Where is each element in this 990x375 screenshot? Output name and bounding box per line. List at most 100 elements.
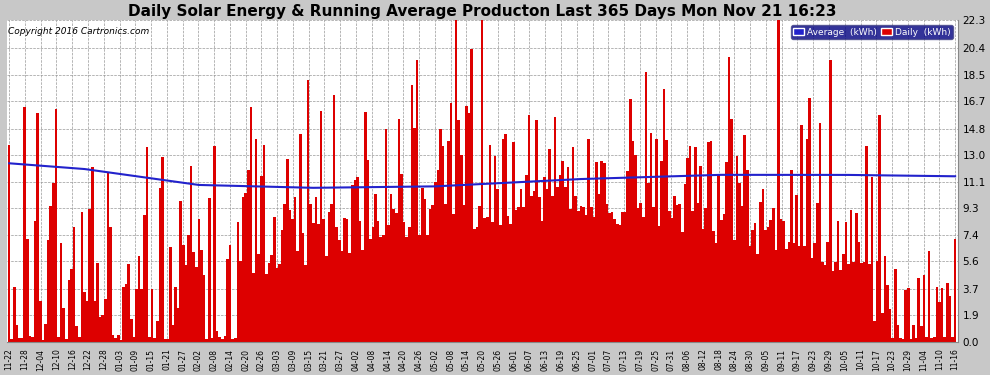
Bar — [936, 287, 939, 342]
Bar — [486, 216, 489, 342]
Bar — [587, 139, 590, 342]
Bar — [569, 209, 572, 342]
Bar — [621, 212, 624, 342]
Bar — [454, 20, 457, 342]
Bar — [153, 338, 156, 342]
Bar — [494, 156, 496, 342]
Bar — [769, 220, 772, 342]
Bar — [642, 217, 644, 342]
Bar — [774, 250, 777, 342]
Bar — [915, 338, 918, 342]
Bar — [203, 275, 205, 342]
Bar — [538, 196, 541, 342]
Bar — [715, 243, 718, 342]
Bar — [148, 338, 150, 342]
Bar — [161, 157, 163, 342]
Bar — [702, 229, 704, 342]
Bar — [232, 339, 234, 342]
Bar — [718, 174, 720, 342]
Bar — [80, 212, 83, 342]
Bar — [647, 183, 649, 342]
Bar — [790, 170, 793, 342]
Bar — [195, 267, 198, 342]
Bar — [785, 249, 787, 342]
Bar — [434, 182, 437, 342]
Bar — [780, 219, 782, 342]
Bar — [133, 337, 136, 342]
Bar — [330, 204, 333, 342]
Bar — [62, 309, 65, 342]
Bar — [78, 337, 80, 342]
Bar — [616, 224, 619, 342]
Bar — [681, 232, 683, 342]
Bar — [564, 188, 566, 342]
Bar — [928, 251, 931, 342]
Bar — [379, 237, 382, 342]
Bar — [668, 211, 670, 342]
Bar — [112, 335, 115, 342]
Bar — [595, 162, 598, 342]
Bar — [265, 274, 267, 342]
Bar — [953, 238, 956, 342]
Bar — [465, 106, 468, 342]
Bar — [369, 239, 371, 342]
Bar — [406, 237, 408, 342]
Bar — [504, 134, 507, 342]
Bar — [75, 326, 78, 342]
Bar — [704, 209, 707, 342]
Bar — [723, 214, 725, 342]
Bar — [662, 89, 665, 342]
Bar — [312, 222, 315, 342]
Bar — [827, 242, 829, 342]
Bar — [307, 80, 309, 342]
Bar — [541, 221, 544, 342]
Bar — [26, 239, 29, 342]
Bar — [101, 315, 104, 342]
Bar — [523, 207, 525, 342]
Bar — [808, 98, 811, 342]
Bar — [150, 289, 153, 342]
Bar — [190, 166, 192, 342]
Bar — [179, 201, 182, 342]
Bar — [798, 246, 801, 342]
Bar — [842, 254, 844, 342]
Bar — [470, 49, 473, 342]
Bar — [889, 309, 891, 342]
Bar — [366, 160, 369, 342]
Bar — [421, 188, 424, 342]
Text: Copyright 2016 Cartronics.com: Copyright 2016 Cartronics.com — [9, 27, 149, 36]
Bar — [224, 336, 226, 342]
Bar — [590, 207, 593, 342]
Bar — [216, 331, 219, 342]
Bar — [323, 219, 325, 342]
Bar — [720, 220, 723, 342]
Bar — [948, 296, 951, 342]
Bar — [47, 240, 50, 342]
Bar — [502, 140, 504, 342]
Bar — [429, 209, 432, 342]
Bar — [644, 72, 647, 342]
Bar — [766, 228, 769, 342]
Bar — [801, 125, 803, 342]
Bar — [536, 120, 538, 342]
Bar — [743, 135, 745, 342]
Bar — [475, 227, 478, 342]
Bar — [933, 337, 936, 342]
Bar — [694, 147, 697, 342]
Bar — [632, 141, 635, 342]
Bar — [73, 227, 75, 342]
Bar — [468, 112, 470, 342]
Bar — [649, 133, 652, 342]
Bar — [891, 338, 894, 342]
Bar — [689, 146, 691, 342]
Bar — [491, 222, 494, 342]
Bar — [45, 324, 47, 342]
Bar — [18, 338, 21, 342]
Bar — [878, 116, 881, 342]
Bar — [205, 339, 208, 342]
Bar — [437, 170, 440, 342]
Bar — [32, 337, 34, 342]
Bar — [816, 203, 819, 342]
Bar — [104, 299, 107, 342]
Bar — [520, 189, 523, 342]
